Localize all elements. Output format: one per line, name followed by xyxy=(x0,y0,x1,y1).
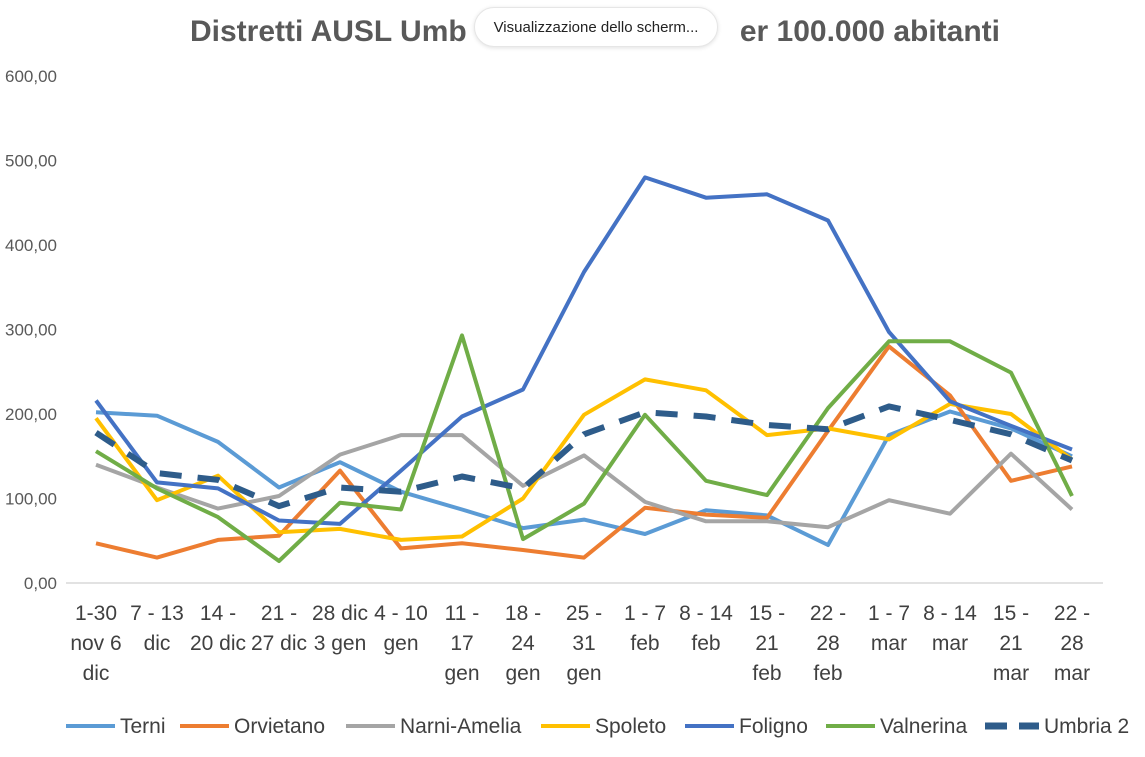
x-tick-label: 1-30 nov 6 dic xyxy=(70,602,121,685)
x-tick-label: 4 - 10 gen xyxy=(374,602,428,655)
x-tick-label: 8 - 14 mar xyxy=(923,602,977,655)
x-tick-label: 7 - 13 dic xyxy=(130,602,184,655)
chart-title-right: er 100.000 abitanti xyxy=(740,15,1000,48)
legend-label: Spoleto xyxy=(595,715,666,738)
y-tick-label: 0,00 xyxy=(24,574,57,593)
x-tick-label: 25 -31 gen xyxy=(566,602,602,685)
series-lines xyxy=(94,175,1074,563)
x-tick-label: 21 -27 dic xyxy=(251,602,307,655)
legend: Terni Orvietano Narni-Amelia Spoleto Foligno… xyxy=(66,715,1129,738)
screen-share-tooltip[interactable]: Visualizzazione dello scherm... xyxy=(474,7,718,47)
legend-label: Narni-Amelia xyxy=(400,715,522,738)
series-line-narni-amelia xyxy=(95,433,1074,530)
x-tick-label: 14 -20 dic xyxy=(190,602,246,655)
x-tick-label: 22 -28 feb xyxy=(810,602,846,685)
x-tick-label: 1 - 7 mar xyxy=(868,602,910,655)
series-line-spoleto xyxy=(94,377,1074,542)
legend-label: Orvietano xyxy=(234,715,325,738)
x-tick-label: 8 - 14 feb xyxy=(679,602,733,655)
x-tick-label: 15 -21 mar xyxy=(993,602,1029,685)
legend-label: Foligno xyxy=(739,715,808,738)
y-tick-label: 200,00 xyxy=(5,405,57,424)
legend-label: Valnerina xyxy=(880,715,967,738)
x-tick-label: 11 -17 gen xyxy=(444,602,479,685)
x-tick-label: 1 - 7 feb xyxy=(624,602,666,655)
y-tick-label: 100,00 xyxy=(5,490,57,509)
x-tick-label: 28 dic 3 gen xyxy=(312,602,368,655)
series-line-umbria-2 xyxy=(94,403,1074,510)
series-line-valnerina xyxy=(94,333,1074,563)
y-axis-ticks: 0,00 100,00 200,00 300,00 400,00 500,00 600,00 xyxy=(5,67,57,593)
legend-label: Umbria 2 xyxy=(1044,715,1129,738)
legend-label: Terni xyxy=(120,715,166,738)
chart-title-left: Distretti AUSL Umb xyxy=(190,15,467,48)
y-tick-label: 600,00 xyxy=(5,67,57,86)
x-tick-label: 22 -28 mar xyxy=(1054,602,1090,685)
x-tick-label: 18 -24 gen xyxy=(505,602,541,685)
y-tick-label: 300,00 xyxy=(5,321,57,340)
y-tick-label: 500,00 xyxy=(5,152,57,171)
series-line-foligno xyxy=(94,175,1073,526)
x-tick-label: 15 -21 feb xyxy=(749,602,785,685)
y-tick-label: 400,00 xyxy=(5,236,57,255)
series-line-orvietano xyxy=(95,344,1073,560)
